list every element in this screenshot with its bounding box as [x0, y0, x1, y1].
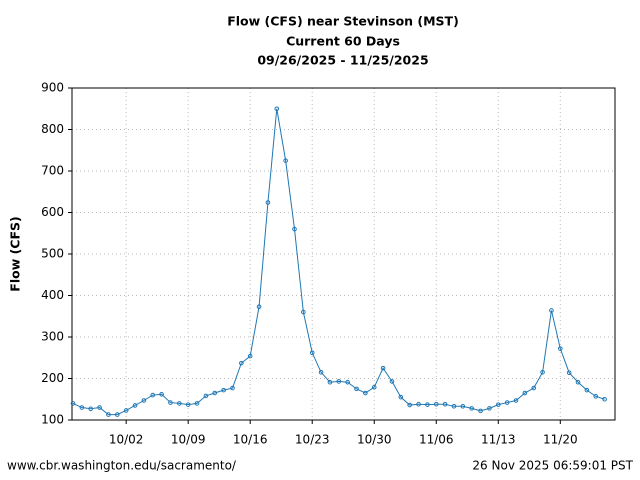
date-range: 09/26/2025 - 11/25/2025	[257, 53, 428, 68]
x-tick-label: 11/06	[419, 433, 454, 447]
data-point	[141, 398, 147, 403]
data-point	[389, 379, 395, 384]
data-point	[212, 390, 218, 396]
data-point	[106, 412, 111, 417]
data-point	[469, 406, 475, 411]
data-point	[345, 379, 350, 385]
data-point	[354, 386, 359, 392]
data-point	[132, 403, 138, 408]
x-tick-label: 10/09	[171, 433, 206, 447]
data-point	[70, 401, 76, 406]
data-point	[407, 402, 412, 408]
data-point	[558, 346, 563, 351]
chart-title: Flow (CFS) near Stevinson (MST)	[227, 14, 459, 29]
data-point	[416, 401, 421, 407]
data-point	[283, 158, 288, 163]
data-point	[247, 353, 253, 359]
data-point	[566, 370, 572, 375]
x-tick-label: 10/30	[357, 433, 392, 447]
data-point	[221, 387, 226, 393]
data-point	[194, 401, 200, 406]
data-point	[460, 404, 466, 409]
y-tick-label: 200	[41, 371, 64, 385]
data-point	[150, 392, 156, 398]
y-axis-label: Flow (CFS)	[8, 216, 23, 291]
data-point	[487, 406, 492, 411]
plot-frame	[71, 87, 616, 421]
data-point	[380, 365, 386, 371]
data-point	[230, 385, 235, 391]
data-point	[513, 398, 519, 403]
data-point	[425, 402, 430, 407]
data-point	[575, 379, 581, 385]
footer-source: www.cbr.washington.edu/sacramento/	[7, 459, 237, 473]
footer-timestamp: 26 Nov 2025 06:59:01 PST	[472, 459, 633, 473]
data-point	[371, 384, 377, 390]
data-point	[159, 391, 164, 397]
data-point	[309, 350, 315, 356]
data-point	[442, 401, 448, 407]
data-point	[123, 408, 129, 413]
y-tick-label: 500	[41, 247, 64, 261]
data-point	[292, 226, 297, 232]
data-point	[318, 369, 324, 375]
data-point	[115, 412, 120, 417]
data-point	[522, 390, 528, 396]
data-point	[203, 393, 209, 399]
data-point	[451, 404, 457, 409]
data-point	[274, 106, 280, 112]
y-tick-label: 300	[41, 330, 64, 344]
data-point	[301, 309, 306, 315]
x-tick-label: 11/20	[543, 433, 578, 447]
y-tick-label: 900	[41, 81, 64, 95]
x-tick-label: 11/13	[481, 433, 516, 447]
data-point	[478, 408, 483, 414]
y-tick-label: 100	[41, 413, 64, 427]
data-point	[79, 405, 85, 410]
data-point	[398, 394, 404, 400]
data-point	[88, 406, 94, 412]
x-tick-label: 10/02	[109, 433, 144, 447]
data-point	[239, 360, 244, 366]
data-point	[504, 400, 510, 405]
data-point	[495, 402, 501, 407]
data-point	[433, 401, 439, 407]
data-point	[549, 308, 554, 313]
data-point	[602, 396, 607, 402]
y-tick-label: 600	[41, 205, 64, 219]
y-tick-label: 700	[41, 164, 64, 178]
data-point	[584, 387, 590, 393]
data-point	[540, 369, 545, 375]
data-point	[593, 394, 599, 399]
chart-subtitle: Current 60 Days	[286, 34, 400, 49]
y-tick-label: 800	[41, 122, 64, 136]
data-point	[185, 402, 191, 407]
data-point	[327, 379, 333, 385]
data-point	[265, 200, 271, 205]
x-tick-label: 10/16	[233, 433, 268, 447]
data-point	[336, 379, 342, 384]
data-point	[97, 405, 102, 410]
data-point	[363, 390, 368, 396]
series-line	[72, 108, 605, 416]
data-point	[531, 385, 537, 391]
x-tick-label: 10/23	[295, 433, 330, 447]
y-tick-label: 400	[41, 288, 64, 302]
data-point	[168, 400, 173, 405]
data-point	[177, 401, 182, 406]
data-point	[256, 304, 262, 310]
